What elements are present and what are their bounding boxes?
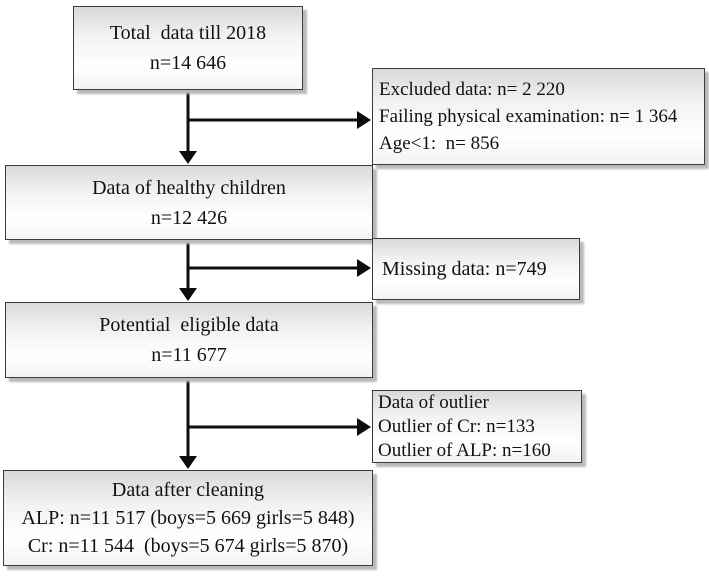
box-line: Age<1: n= 856 bbox=[379, 133, 500, 154]
arrow-right-icon bbox=[187, 111, 371, 129]
arrow-down-icon bbox=[179, 240, 197, 301]
box-line: Potential eligible data bbox=[99, 314, 279, 336]
box-line: Cr: n=11 544 (boys=5 674 girls=5 870) bbox=[27, 535, 349, 557]
arrow-down-icon bbox=[179, 90, 197, 164]
box-line: Outlier of Cr: n=133 bbox=[378, 415, 535, 437]
box-line: Data of healthy children bbox=[92, 176, 286, 199]
flow-box-total-data: Total data till 2018 n=14 646 bbox=[73, 6, 303, 90]
box-line: Failing physical examination: n= 1 364 bbox=[379, 106, 678, 127]
arrow-right-icon bbox=[187, 418, 371, 436]
box-line: n=12 426 bbox=[150, 206, 228, 229]
flow-box-data-after-cleaning: Data after cleaning ALP: n=11 517 (boys=… bbox=[3, 470, 373, 566]
arrow-right-icon bbox=[187, 259, 371, 277]
box-line: Data after cleaning bbox=[111, 479, 265, 501]
flow-box-outlier-data: Data of outlier Outlier of Cr: n=133 Out… bbox=[372, 390, 582, 463]
box-line: Missing data: n=749 bbox=[382, 258, 547, 280]
box-line: Excluded data: n= 2 220 bbox=[379, 79, 565, 100]
box-line: ALP: n=11 517 (boys=5 669 girls=5 848) bbox=[21, 507, 355, 529]
flow-box-missing-data: Missing data: n=749 bbox=[372, 238, 580, 300]
box-line: Data of outlier bbox=[378, 391, 489, 413]
flow-box-potential-eligible: Potential eligible data n=11 677 bbox=[5, 302, 373, 378]
box-line: n=14 646 bbox=[149, 52, 227, 74]
flow-box-excluded-data: Excluded data: n= 2 220 Failing physical… bbox=[372, 68, 705, 165]
box-line: Outlier of ALP: n=160 bbox=[378, 439, 551, 461]
box-line: Total data till 2018 bbox=[109, 22, 267, 44]
flow-box-healthy-children: Data of healthy children n=12 426 bbox=[5, 165, 373, 240]
arrow-down-icon bbox=[179, 378, 197, 469]
box-line: n=11 677 bbox=[151, 344, 227, 366]
